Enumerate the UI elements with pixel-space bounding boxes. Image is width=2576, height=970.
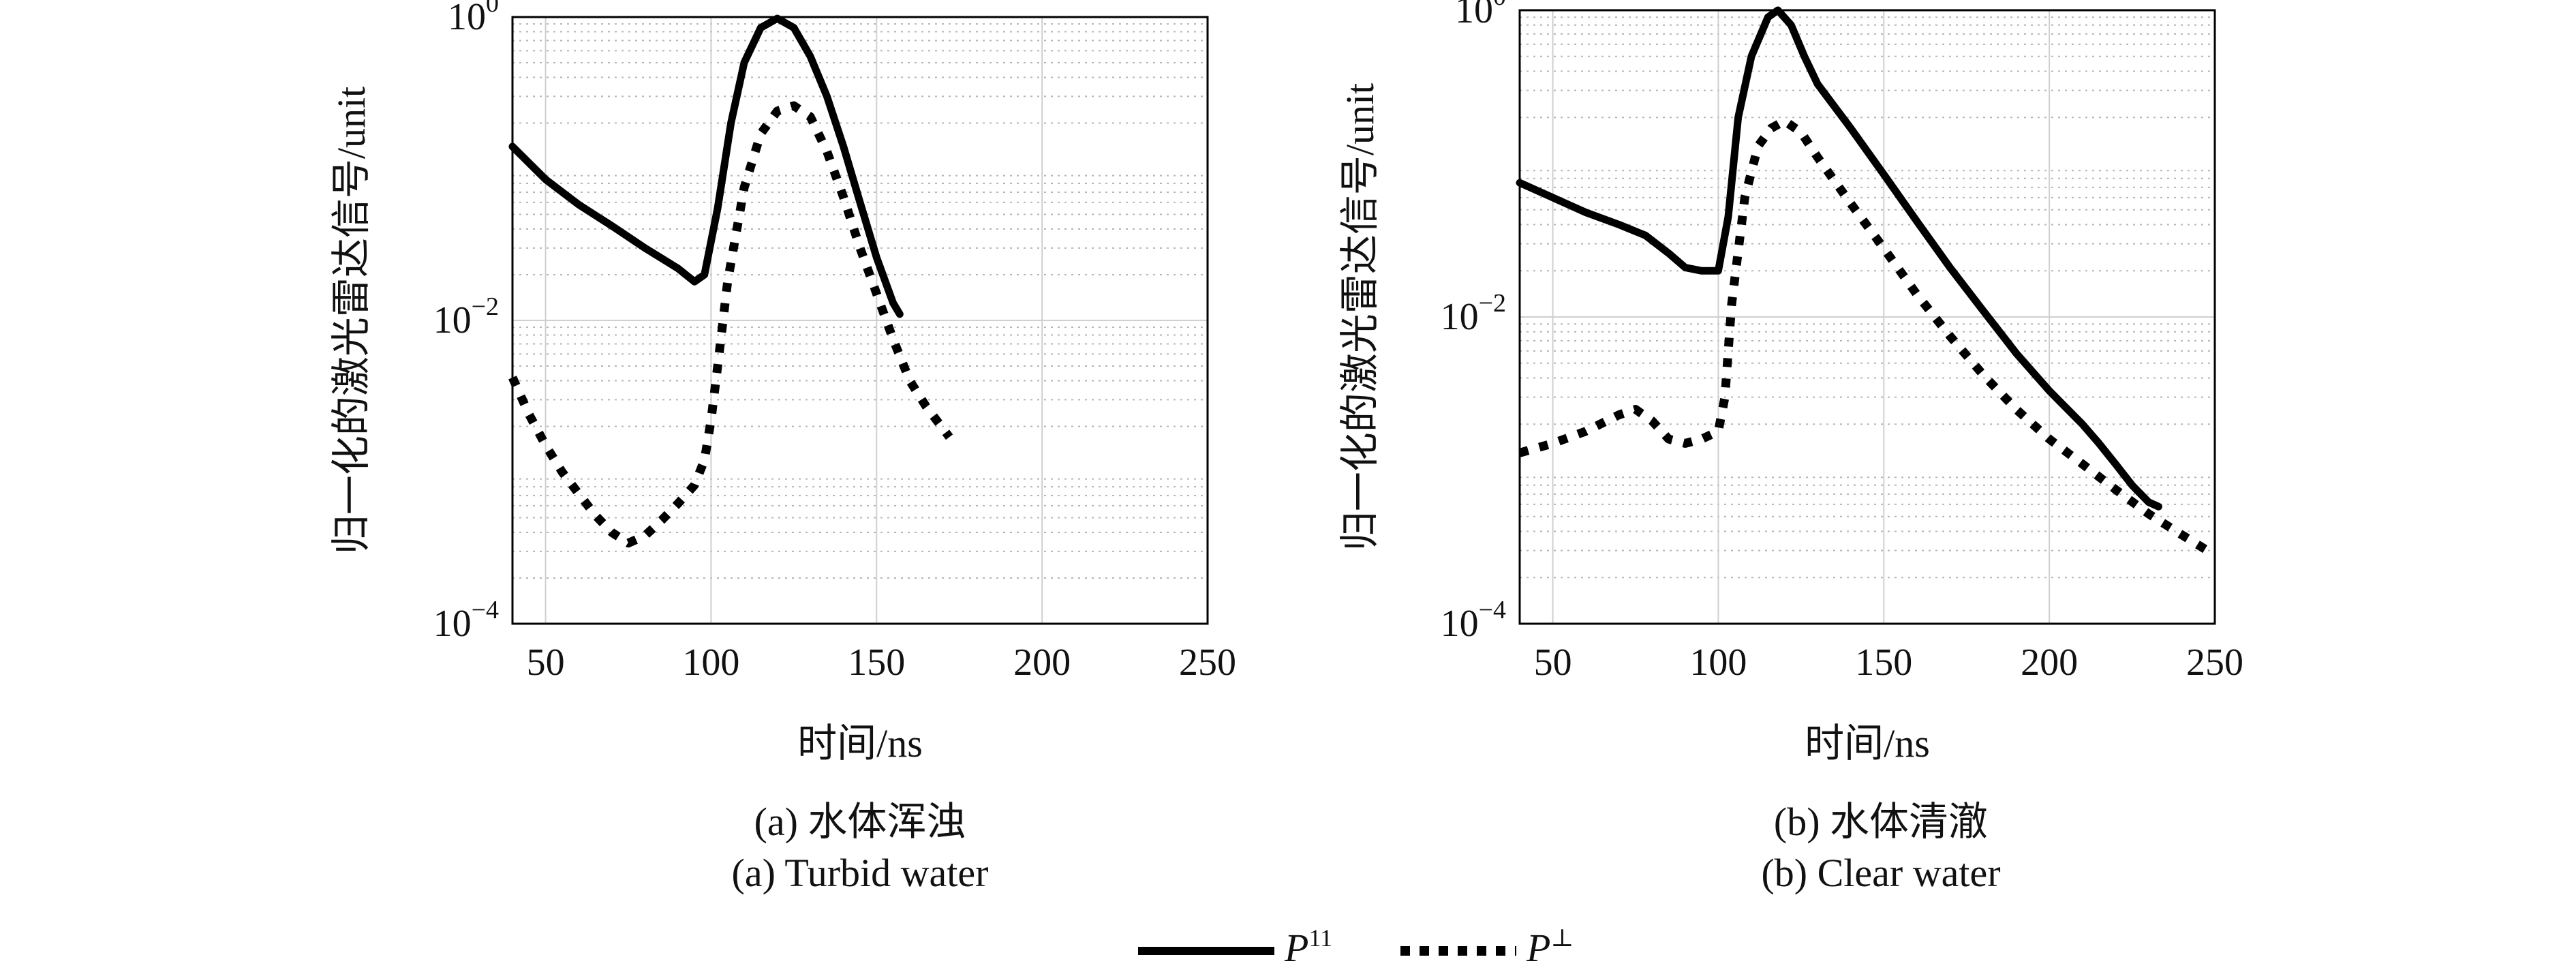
panel-a-caption-en: (a) Turbid water [732, 851, 989, 895]
x-tick-label: 150 [848, 641, 905, 684]
panel-b-chart: 50 100 150 200 250 100 10−2 10−4 时间/ns 归一化的激光雷达信号… [1338, 0, 2243, 766]
y-tick-label: 100 [448, 0, 499, 38]
series-p-perpendicular [508, 101, 953, 548]
axes-box [1518, 9, 2216, 625]
y-tick-label: 10−4 [433, 596, 499, 645]
x-tick-label: 50 [1534, 641, 1572, 684]
x-tick-label: 200 [2021, 641, 2078, 684]
y-axis-label: 归一化的激光雷达信号/unit [1338, 83, 1382, 551]
y-tick-label: 100 [1455, 0, 1506, 31]
panel-b-caption-en: (b) Clear water [1761, 851, 2000, 895]
x-tick-label: 100 [1689, 641, 1747, 684]
panel-a-caption-cn: (a) 水体浑浊 [754, 800, 966, 844]
x-tick-label: 150 [1855, 641, 1912, 684]
legend: P11 P⊥ [1138, 924, 1574, 970]
legend-label-perpendicular: P⊥ [1526, 924, 1574, 970]
x-axis-label: 时间/ns [1805, 721, 1930, 766]
x-tick-label: 100 [682, 641, 739, 684]
axes-box [511, 16, 1209, 625]
x-tick-label: 50 [527, 641, 565, 684]
series-p-parallel [1516, 6, 2162, 511]
panel-b-caption-cn: (b) 水体清澈 [1774, 800, 1988, 844]
y-tick-label: 10−2 [1441, 289, 1506, 338]
y-axis-label: 归一化的激光雷达信号/unit [329, 87, 373, 554]
y-tick-label: 10−2 [433, 292, 499, 342]
legend-label-parallel: P11 [1284, 924, 1332, 970]
series-p-parallel [508, 14, 904, 318]
x-tick-label: 250 [1179, 641, 1236, 684]
panel-a-chart: 50 100 150 200 250 100 10−2 10−4 时间/ns 归一化的激光雷达信号… [329, 0, 1236, 766]
y-tick-label: 10−4 [1441, 596, 1506, 645]
x-tick-label: 200 [1013, 641, 1071, 684]
x-tick-label: 250 [2186, 641, 2243, 684]
series-p-perpendicular [1518, 116, 2218, 559]
x-axis-label: 时间/ns [797, 721, 923, 766]
